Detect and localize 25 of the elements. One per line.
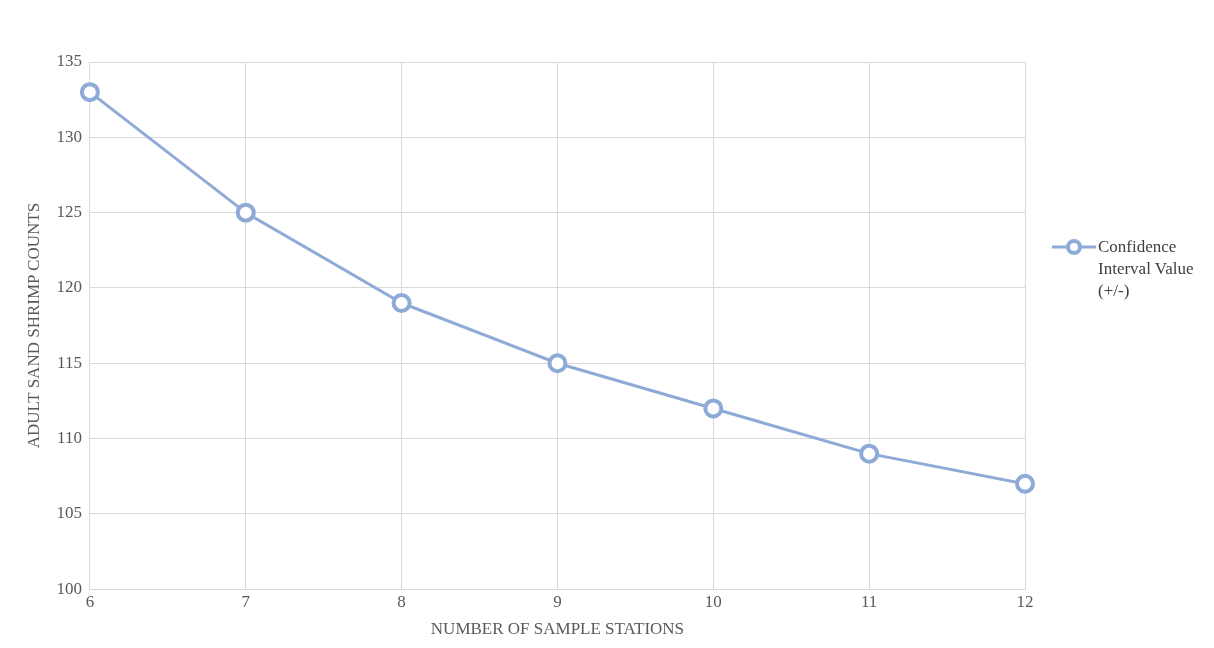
x-tick-label: 9 <box>553 591 562 611</box>
point <box>235 202 256 223</box>
x-tick-label: 11 <box>860 591 878 611</box>
point <box>1015 473 1035 494</box>
y-tick-label: 115 <box>57 352 82 372</box>
point <box>703 398 724 419</box>
point <box>391 293 412 314</box>
y-tick-label: 110 <box>57 428 82 448</box>
y-tick-label: 100 <box>56 578 82 598</box>
point <box>79 82 100 103</box>
y-tick-label: 135 <box>56 51 82 71</box>
x-tick-label: 7 <box>241 591 251 611</box>
x-axis-title: NUMBER OF SAMPLE STATIONS <box>430 619 685 639</box>
y-tick-label: 105 <box>56 503 82 523</box>
y-tick-label: 125 <box>56 202 82 222</box>
y-tick-label: 130 <box>56 126 82 146</box>
y-tick-label: 120 <box>56 277 82 297</box>
legend-label: Confidence Interval Value (+/-) <box>1098 236 1195 302</box>
x-tick-label: 10 <box>704 591 722 611</box>
x-tick-label: 6 <box>85 591 95 611</box>
point <box>859 443 880 464</box>
x-tick-label: 12 <box>1016 591 1034 611</box>
point <box>547 353 568 374</box>
x-tick-label: 8 <box>397 591 406 611</box>
y-axis-title: ADULT SAND SHRIMP COUNTS <box>23 202 43 449</box>
